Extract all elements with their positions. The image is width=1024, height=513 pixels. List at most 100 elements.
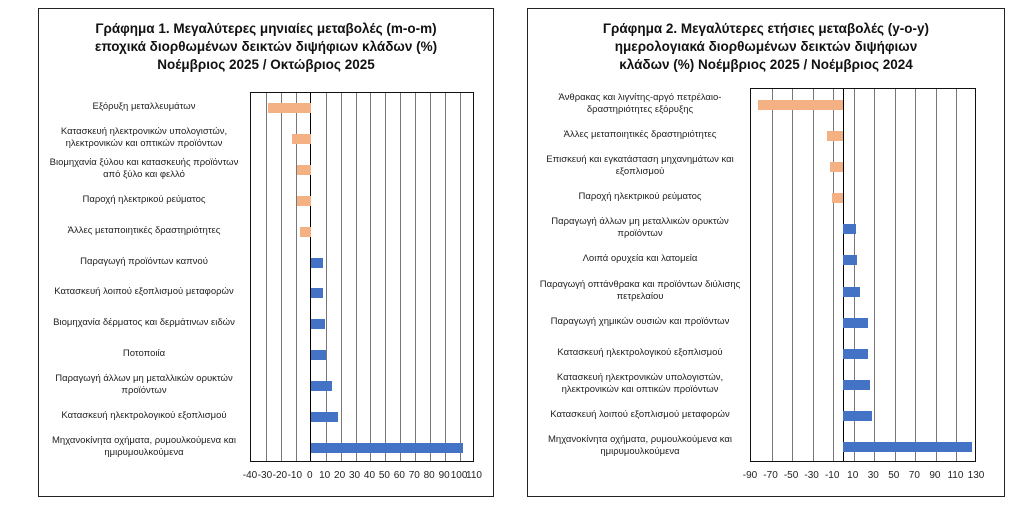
category-label-text: Βιομηχανία δέρματος και δερμάτινων ειδών (53, 317, 235, 329)
gridline (400, 93, 402, 461)
gridline (874, 89, 876, 461)
category-label-text: Κατασκευή ηλεκτρονικών υπολογιστών, ηλεκ… (556, 372, 724, 396)
category-label-text: Κατασκευή λοιπού εξοπλισμού μεταφορών (550, 409, 730, 421)
chart-2-panel: Γράφημα 2. Μεγαλύτερες ετήσιες μεταβολές… (527, 8, 1005, 497)
bar (843, 411, 873, 422)
chart-2-title: Γράφημα 2. Μεγαλύτερες ετήσιες μεταβολές… (528, 20, 1004, 74)
category-label: Άλλες μεταποιητικές δραστηριότητες (44, 215, 244, 246)
bar (843, 380, 871, 391)
gridline (295, 93, 297, 461)
bar (310, 411, 338, 422)
gridline (935, 89, 937, 461)
bar (296, 195, 311, 206)
x-tick-label: 70 (408, 470, 420, 481)
category-label: Παραγωγή οπτάνθρακα και προϊόντων διύλισ… (535, 275, 745, 306)
bar (310, 257, 323, 268)
category-label-text: Επισκευή και εγκατάσταση μηχανημάτων και… (546, 153, 734, 177)
gridline (771, 89, 773, 461)
bar (310, 350, 326, 361)
x-tick-label: 50 (888, 470, 900, 481)
category-label: Κατασκευή ηλεκτρονικών υπολογιστών, ηλεκ… (535, 369, 745, 400)
category-label: Μηχανοκίνητα οχήματα, ρυμουλκούμενα και … (44, 431, 244, 462)
chart-1-title-line: Γράφημα 1. Μεγαλύτερες μηνιαίες μεταβολέ… (95, 21, 437, 36)
category-label-text: Μηχανοκίνητα οχήματα, ρυμουλκούμενα και … (548, 434, 732, 458)
category-label-text: Άλλες μεταποιητικές δραστηριότητες (563, 128, 717, 140)
bar (310, 380, 332, 391)
chart-1-title: Γράφημα 1. Μεγαλύτερες μηνιαίες μεταβολέ… (39, 20, 493, 74)
category-label: Μηχανοκίνητα οχήματα, ρυμουλκούμενα και … (535, 431, 745, 462)
category-label-text: Παραγωγή χημικών ουσιών και προϊόντων (550, 315, 730, 327)
category-label-text: Παραγωγή άλλων μη μεταλλικών ορυκτών προ… (55, 372, 233, 396)
chart-1-plot-area (250, 92, 474, 462)
gridline (430, 93, 432, 461)
bar (310, 288, 324, 299)
bar (757, 99, 844, 110)
chart-2-title-line: Γράφημα 2. Μεγαλύτερες ετήσιες μεταβολές… (602, 21, 930, 36)
bar (292, 134, 311, 145)
x-tick-label: 100 (450, 470, 468, 481)
x-tick-label: 110 (466, 470, 482, 481)
category-label: Κατασκευή λοιπού εξοπλισμού μεταφορών (44, 277, 244, 308)
category-label: Εξόρυξη μεταλλευμάτων (44, 92, 244, 123)
category-label: Παραγωγή άλλων μη μεταλλικών ορυκτών προ… (44, 370, 244, 401)
chart-1-title-line: Νοέμβριος 2025 / Οκτώβριος 2025 (157, 57, 375, 72)
bar (827, 130, 844, 141)
bar (843, 317, 869, 328)
bar (843, 224, 856, 235)
chart-2-title-line: κλάδων (%) Νοέμβριος 2025 / Νοέμβριος 20… (619, 57, 913, 72)
category-label: Κατασκευή ηλεκτρολογικού εξοπλισμού (44, 400, 244, 431)
gridline (370, 93, 372, 461)
x-tick-label: 0 (306, 470, 313, 481)
category-label-text: Μηχανοκίνητα οχήματα, ρυμουλκούμενα και … (52, 434, 236, 458)
category-label: Παραγωγή προϊόντων καπνού (44, 246, 244, 277)
x-tick-label: -40 (242, 470, 258, 481)
gridline (460, 93, 462, 461)
category-label-text: Κατασκευή ηλεκτρονικών υπολογιστών, ηλεκ… (60, 126, 228, 150)
gridline (853, 89, 855, 461)
bar (843, 255, 857, 266)
gridline (894, 89, 896, 461)
bar (843, 442, 972, 453)
category-label: Παροχή ηλεκτρικού ρεύματος (535, 182, 745, 213)
x-tick-label: 130 (967, 470, 985, 481)
gridline (415, 93, 417, 461)
category-label: Βιομηχανία ξύλου και κατασκευής προϊόντω… (44, 154, 244, 185)
category-label-text: Λοιπά ορυχεία και λατομεία (582, 253, 698, 265)
category-label-text: Άλλες μεταποιητικές δραστηριότητες (67, 224, 221, 236)
category-label: Παραγωγή άλλων μη μεταλλικών ορυκτών προ… (535, 213, 745, 244)
category-label-text: Εξόρυξη μεταλλευμάτων (92, 101, 196, 113)
gridline (833, 89, 835, 461)
category-label-text: Κατασκευή ηλεκτρολογικού εξοπλισμού (557, 346, 723, 358)
x-tick-label: 30 (867, 470, 879, 481)
chart-1-title-line: εποχικά διορθωμένων δεικτών διψήφιων κλά… (94, 39, 438, 54)
chart-2-title-line: ημερολογιακά διορθωμένων δεικτών διψήφιω… (614, 39, 918, 54)
x-tick-label: 40 (363, 470, 376, 481)
category-label-text: Κατασκευή λοιπού εξοπλισμού μεταφορών (54, 286, 234, 298)
gridline (325, 93, 327, 461)
category-label-text: Παραγωγή οπτάνθρακα και προϊόντων διύλισ… (539, 278, 741, 302)
bar (268, 103, 311, 114)
bar (300, 226, 311, 237)
bar (296, 165, 311, 176)
x-tick-label: 110 (947, 470, 964, 481)
category-label-text: Άνθρακας και λιγνίτης-αργό πετρέλαιο-δρα… (558, 91, 722, 115)
gridline (445, 93, 447, 461)
x-tick-label: 60 (393, 470, 405, 481)
category-label-text: Παροχή ηλεκτρικού ρεύματος (82, 193, 206, 205)
category-label: Κατασκευή λοιπού εξοπλισμού μεταφορών (535, 400, 745, 431)
category-label: Άλλες μεταποιητικές δραστηριότητες (535, 119, 745, 150)
category-label-text: Παραγωγή προϊόντων καπνού (80, 255, 208, 267)
gridline (340, 93, 342, 461)
x-tick-label: -70 (763, 470, 778, 481)
gridline (265, 93, 267, 461)
x-tick-label: 90 (438, 470, 450, 481)
zero-axis-line (842, 89, 845, 461)
x-tick-label: 10 (847, 470, 859, 481)
x-tick-label: -20 (272, 470, 288, 481)
category-label: Κατασκευή ηλεκτρονικών υπολογιστών, ηλεκ… (44, 123, 244, 154)
x-tick-label: 50 (378, 470, 390, 481)
gridline (792, 89, 794, 461)
x-tick-label: -50 (783, 470, 799, 481)
x-tick-label: 20 (334, 470, 346, 481)
category-label: Ποτοποιία (44, 339, 244, 370)
